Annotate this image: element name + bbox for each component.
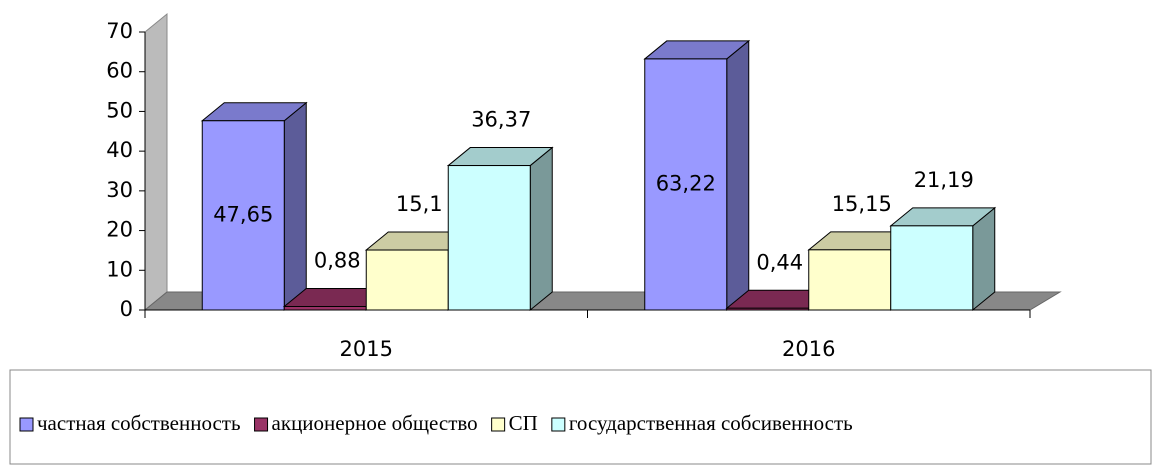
legend-swatch [254, 417, 269, 432]
bar-side [726, 39, 750, 312]
bar-front [201, 120, 285, 311]
legend-label: акционерное общество [272, 411, 478, 435]
bar-front [726, 307, 810, 311]
legend-label: СП [509, 411, 538, 435]
y-tick-label: 40 [106, 138, 133, 162]
bar-side [529, 146, 553, 312]
y-tick-label: 0 [120, 297, 133, 321]
bar-front [890, 225, 974, 311]
data-label: 0,44 [756, 250, 803, 274]
x-tick-label: 2016 [782, 337, 835, 361]
side-wall [144, 12, 168, 312]
y-tick-label: 10 [106, 257, 133, 281]
bar [446, 146, 554, 312]
bar-front [365, 249, 449, 311]
bar [643, 39, 751, 312]
legend: частная собственность акционерное обществ… [19, 411, 853, 435]
legend-swatch [19, 417, 34, 432]
legend-swatch [491, 417, 506, 432]
legend-label: частная собственность [37, 411, 241, 435]
bar-front [644, 58, 728, 311]
bar [200, 101, 308, 312]
bar-front [808, 249, 892, 311]
y-tick-label: 20 [106, 218, 133, 242]
data-label: 36,37 [471, 108, 531, 132]
data-label: 15,15 [832, 192, 892, 216]
y-tick-label: 60 [106, 59, 133, 83]
y-tick-label: 70 [106, 19, 133, 43]
legend-swatch [551, 417, 566, 432]
data-label: 63,22 [656, 171, 716, 195]
bar-front [447, 165, 531, 311]
bar-front [283, 306, 367, 311]
bar [889, 206, 997, 312]
legend-label: государственная собсивенность [569, 411, 853, 435]
data-label: 15,1 [396, 192, 443, 216]
bar-side [283, 101, 307, 312]
y-tick-label: 30 [106, 178, 133, 202]
data-label: 47,65 [213, 202, 273, 226]
legend-box [9, 369, 1152, 465]
x-tick-label: 2015 [340, 337, 393, 361]
y-tick-label: 50 [106, 98, 133, 122]
data-label: 21,19 [914, 168, 974, 192]
data-label: 0,88 [314, 249, 361, 273]
